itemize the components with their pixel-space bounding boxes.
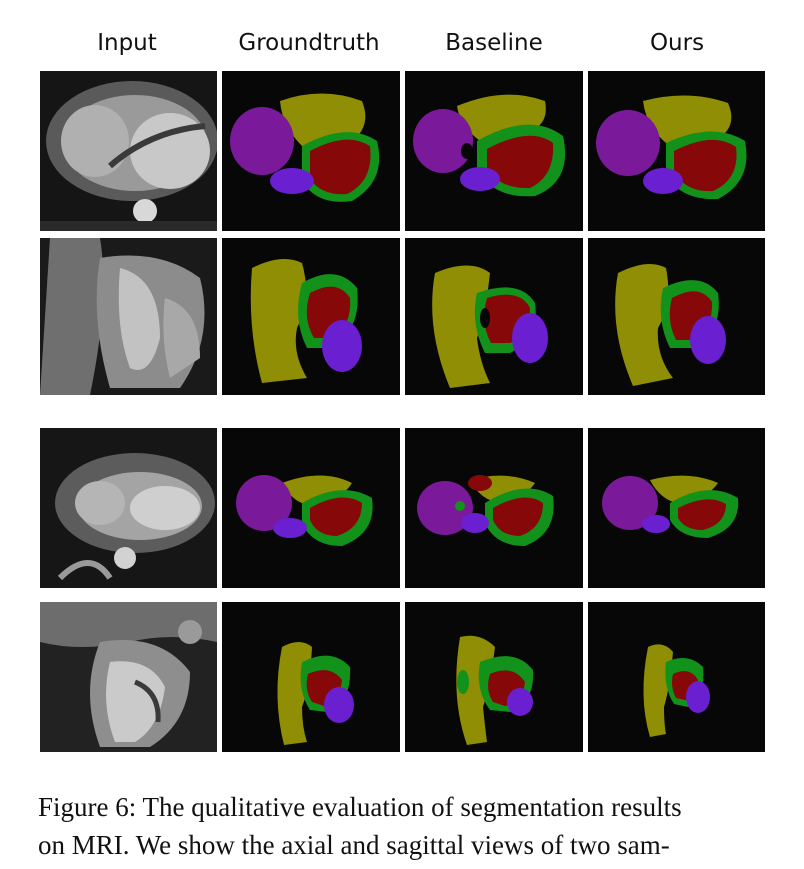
baseline-seg-sample2-axial [405, 428, 583, 588]
ours-seg-sample1-sagittal [588, 238, 765, 395]
baseline-seg-sample1-axial [405, 71, 583, 231]
groundtruth-seg-sample2-sagittal [222, 602, 400, 752]
purple-region [230, 107, 294, 175]
groundtruth-seg-sample1-sagittal [222, 238, 400, 395]
input-image-sample1-sagittal [40, 238, 217, 395]
input-image-sample2-sagittal [40, 602, 217, 752]
input-image-sample2-axial [40, 428, 217, 588]
input-image-sample1-axial [40, 71, 217, 231]
red-region [310, 139, 371, 195]
column-header-baseline: Baseline [445, 30, 543, 56]
ours-seg-sample2-axial [588, 428, 765, 588]
column-header-groundtruth: Groundtruth [238, 30, 380, 56]
caption-line-1: Figure 6: The qualitative evaluation of … [38, 792, 682, 822]
baseline-seg-sample2-sagittal [405, 602, 583, 752]
figure-caption: Figure 6: The qualitative evaluation of … [38, 788, 768, 864]
column-header-ours: Ours [649, 30, 705, 56]
ours-seg-sample1-axial [588, 71, 765, 231]
baseline-seg-sample1-sagittal [405, 238, 583, 395]
caption-line-2: on MRI. We show the axial and sagittal v… [38, 830, 670, 860]
groundtruth-seg-sample2-axial [222, 428, 400, 588]
ours-seg-sample2-sagittal [588, 602, 765, 752]
column-header-input: Input [97, 30, 157, 56]
violet-region [270, 168, 314, 194]
groundtruth-seg-sample1-axial [222, 71, 400, 231]
